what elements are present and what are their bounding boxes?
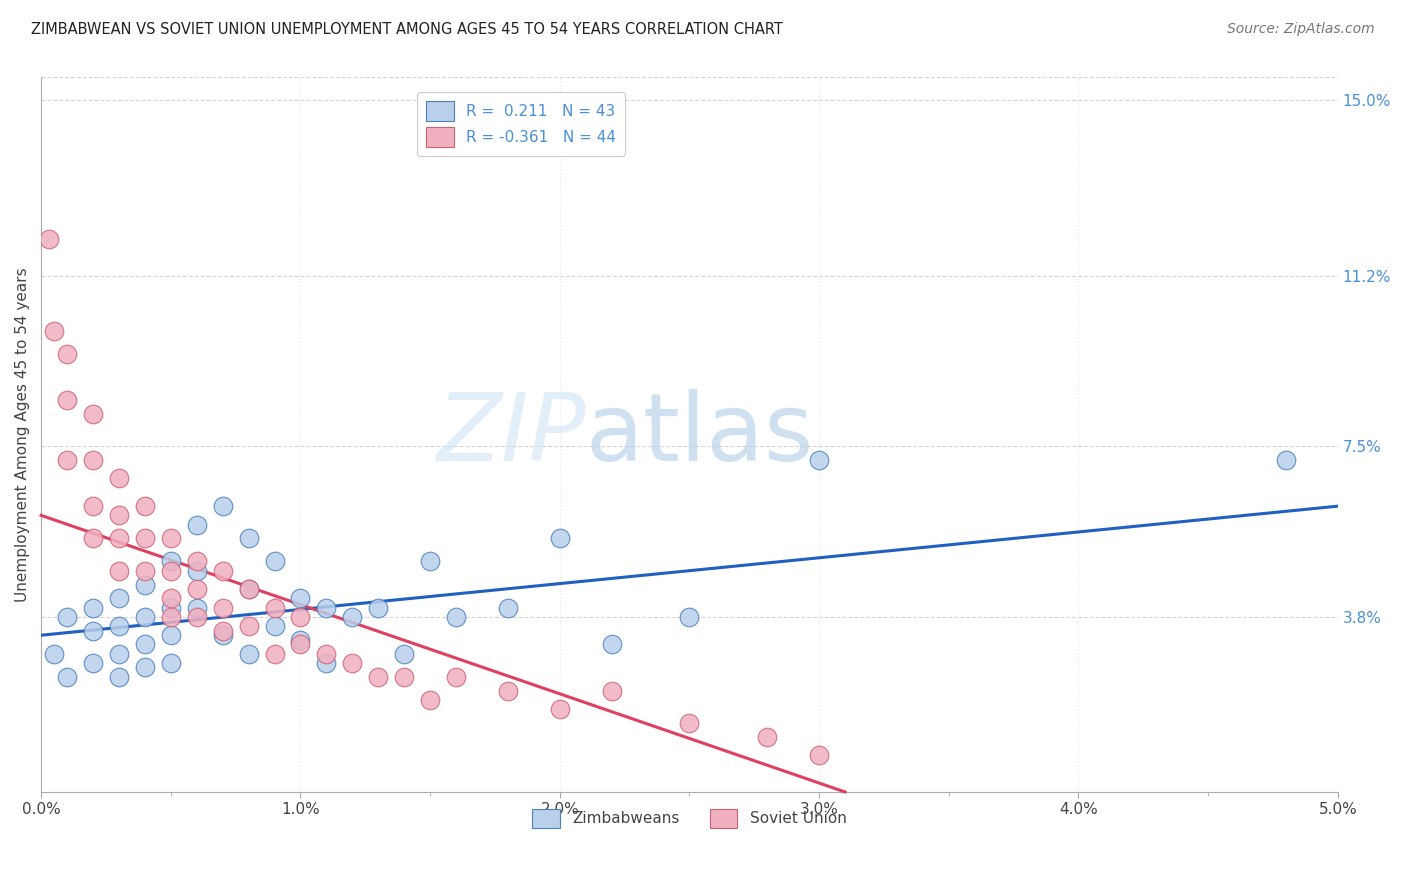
Point	[263, 600, 285, 615]
Point	[315, 647, 337, 661]
Point	[134, 609, 156, 624]
Point	[367, 670, 389, 684]
Point	[159, 554, 181, 568]
Point	[159, 628, 181, 642]
Point	[56, 670, 79, 684]
Point	[186, 517, 208, 532]
Text: ZIP: ZIP	[436, 389, 586, 480]
Point	[808, 453, 831, 467]
Text: ZIMBABWEAN VS SOVIET UNION UNEMPLOYMENT AMONG AGES 45 TO 54 YEARS CORRELATION CH: ZIMBABWEAN VS SOVIET UNION UNEMPLOYMENT …	[31, 22, 783, 37]
Point	[134, 637, 156, 651]
Point	[756, 730, 779, 744]
Point	[419, 554, 441, 568]
Point	[108, 670, 131, 684]
Point	[56, 347, 79, 361]
Point	[211, 564, 233, 578]
Point	[186, 582, 208, 596]
Point	[548, 532, 571, 546]
Point	[211, 624, 233, 638]
Point	[263, 619, 285, 633]
Point	[211, 628, 233, 642]
Point	[134, 577, 156, 591]
Point	[134, 660, 156, 674]
Point	[108, 508, 131, 523]
Point	[159, 532, 181, 546]
Point	[238, 582, 260, 596]
Point	[159, 564, 181, 578]
Text: Source: ZipAtlas.com: Source: ZipAtlas.com	[1227, 22, 1375, 37]
Point	[186, 600, 208, 615]
Point	[56, 393, 79, 408]
Point	[38, 232, 60, 246]
Point	[134, 499, 156, 513]
Point	[134, 564, 156, 578]
Point	[108, 591, 131, 606]
Point	[290, 591, 312, 606]
Point	[159, 591, 181, 606]
Point	[600, 637, 623, 651]
Point	[315, 656, 337, 670]
Point	[159, 609, 181, 624]
Point	[290, 637, 312, 651]
Point	[134, 532, 156, 546]
Point	[444, 670, 467, 684]
Point	[496, 683, 519, 698]
Point	[56, 609, 79, 624]
Point	[186, 554, 208, 568]
Point	[600, 683, 623, 698]
Point	[82, 532, 104, 546]
Point	[290, 609, 312, 624]
Point	[82, 624, 104, 638]
Point	[108, 471, 131, 485]
Point	[159, 600, 181, 615]
Y-axis label: Unemployment Among Ages 45 to 54 years: Unemployment Among Ages 45 to 54 years	[15, 268, 30, 602]
Point	[238, 582, 260, 596]
Point	[290, 632, 312, 647]
Point	[211, 600, 233, 615]
Legend: Zimbabweans, Soviet Union: Zimbabweans, Soviet Union	[526, 803, 852, 834]
Point	[82, 453, 104, 467]
Point	[211, 499, 233, 513]
Point	[367, 600, 389, 615]
Point	[108, 564, 131, 578]
Point	[56, 453, 79, 467]
Point	[186, 564, 208, 578]
Point	[808, 748, 831, 763]
Point	[263, 554, 285, 568]
Point	[1275, 453, 1298, 467]
Point	[238, 619, 260, 633]
Point	[263, 647, 285, 661]
Point	[392, 670, 415, 684]
Point	[392, 647, 415, 661]
Point	[42, 647, 65, 661]
Point	[548, 702, 571, 716]
Point	[678, 715, 700, 730]
Point	[82, 499, 104, 513]
Text: atlas: atlas	[586, 389, 814, 481]
Point	[108, 647, 131, 661]
Point	[108, 619, 131, 633]
Point	[238, 532, 260, 546]
Point	[159, 656, 181, 670]
Point	[678, 609, 700, 624]
Point	[496, 600, 519, 615]
Point	[419, 692, 441, 706]
Point	[186, 609, 208, 624]
Point	[238, 647, 260, 661]
Point	[342, 656, 364, 670]
Point	[444, 609, 467, 624]
Point	[42, 324, 65, 338]
Point	[82, 600, 104, 615]
Point	[82, 656, 104, 670]
Point	[108, 532, 131, 546]
Point	[82, 407, 104, 421]
Point	[315, 600, 337, 615]
Point	[342, 609, 364, 624]
